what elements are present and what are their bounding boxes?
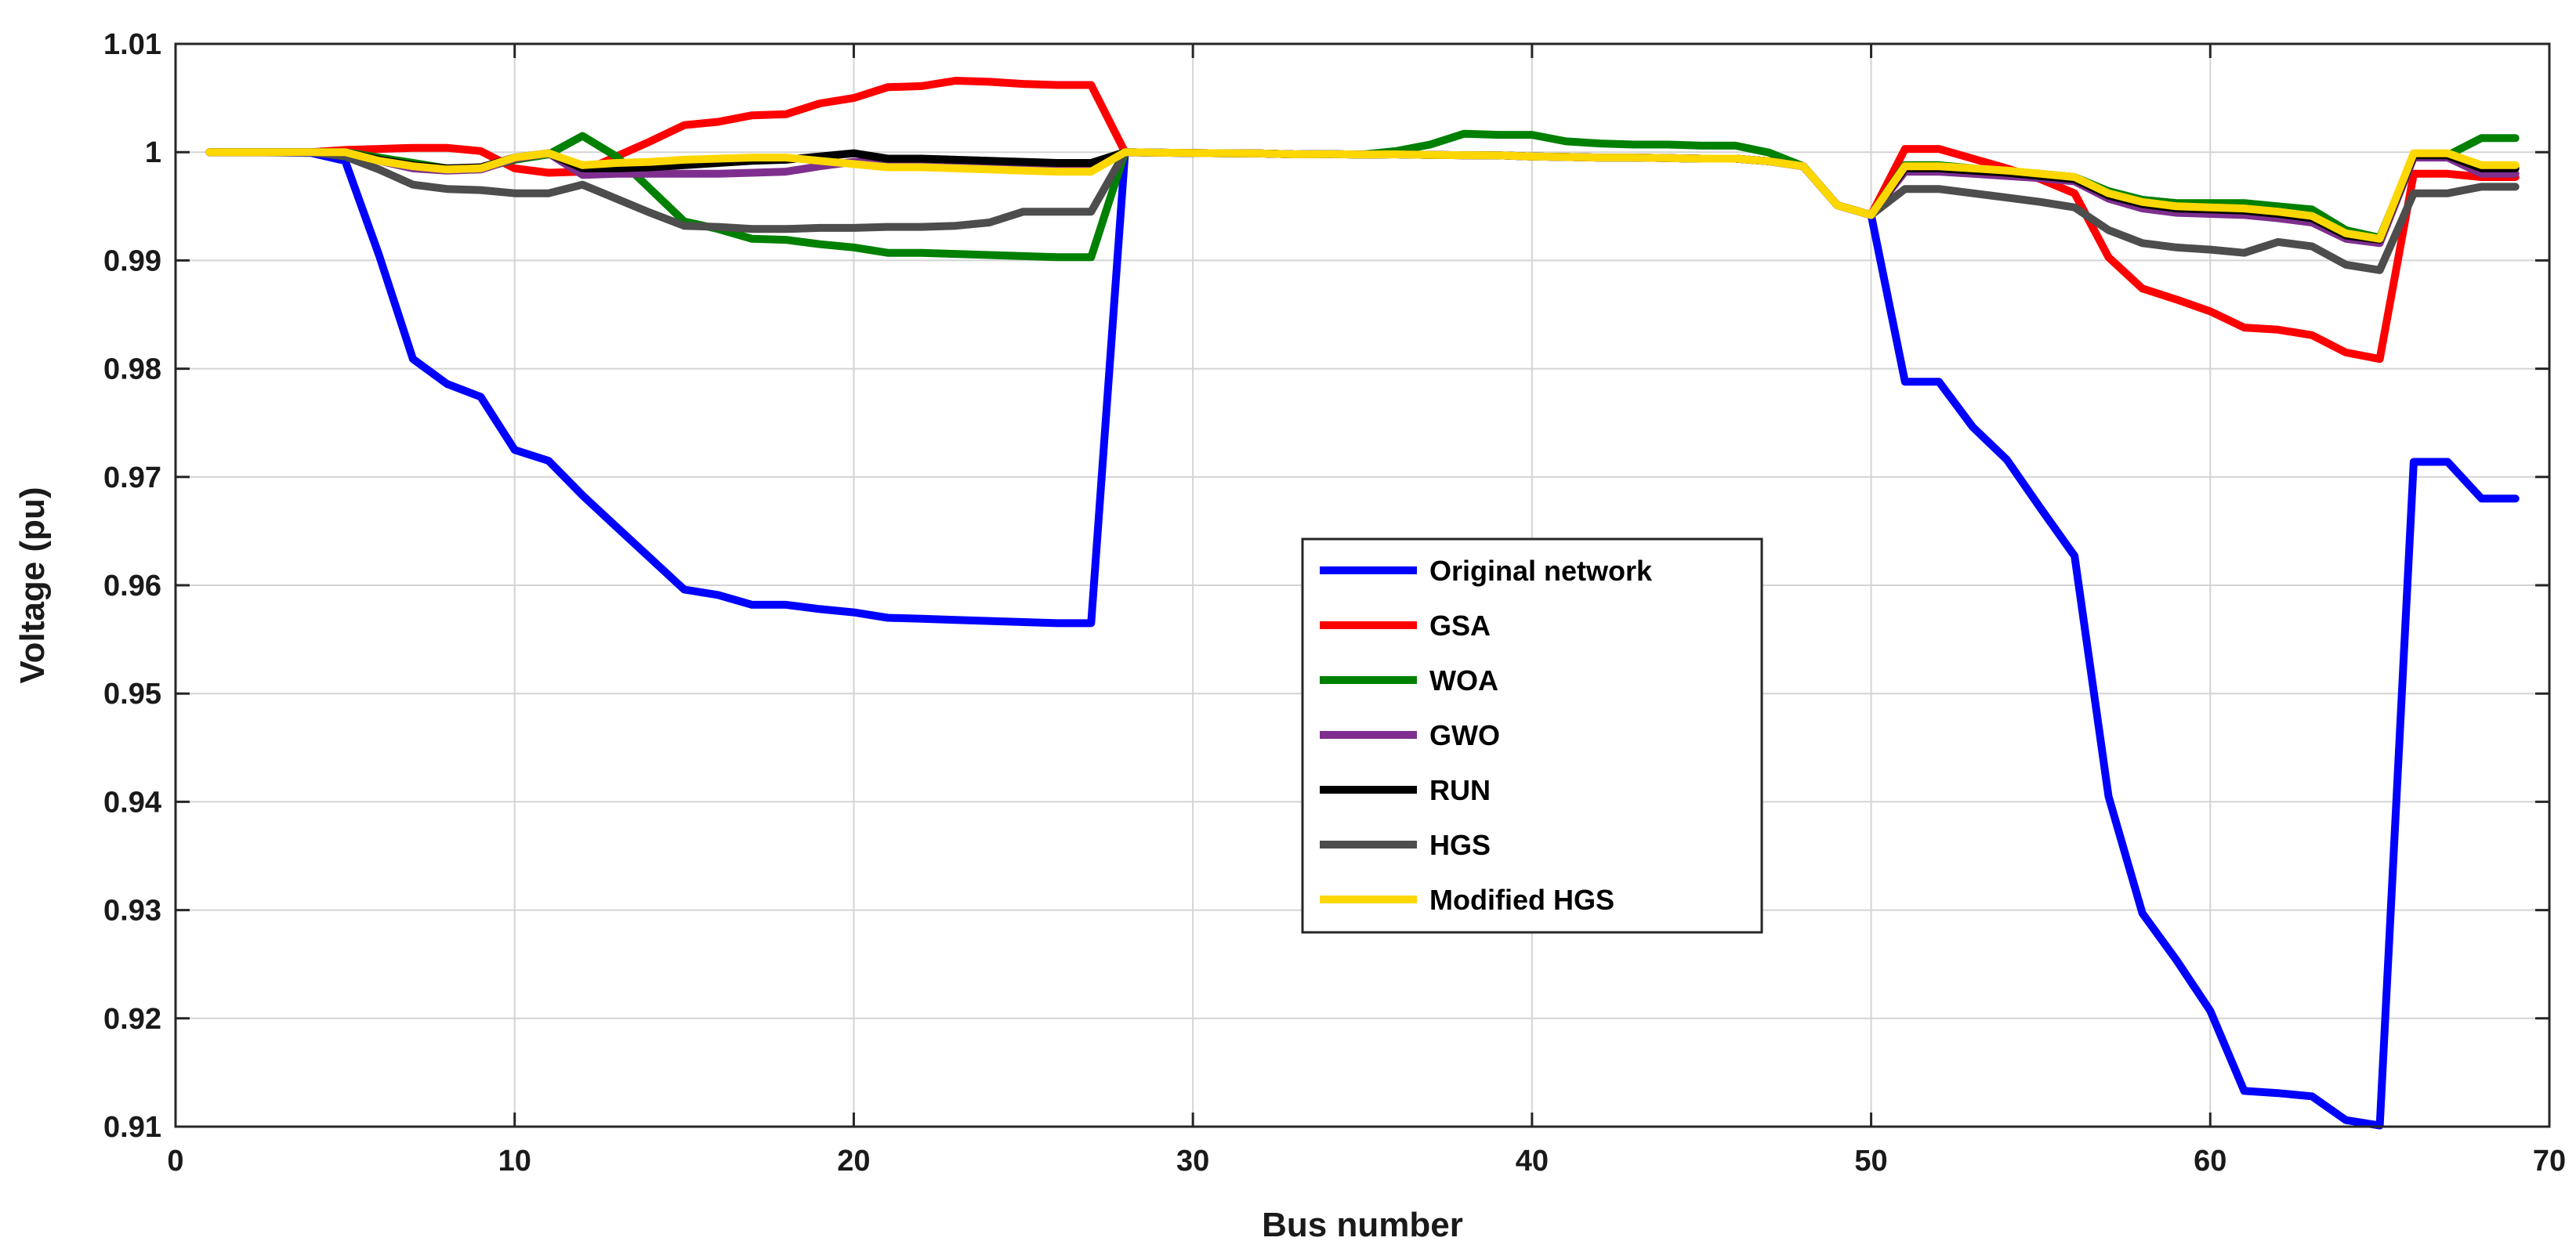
x-axis-ticks: 0 10 20 30 40 50 60 70	[167, 44, 2566, 1178]
x-tick-label: 60	[2194, 1145, 2226, 1178]
legend: Original network GSA WOA GWO RUN HGS Modified …	[1301, 537, 1763, 934]
y-tick-label: 0.92	[103, 1003, 161, 1036]
x-tick-label: 20	[837, 1145, 870, 1178]
series-line-modified-hgs	[205, 148, 2520, 243]
x-tick-label: 0	[167, 1145, 183, 1178]
y-axis-title: Voltage (pu)	[13, 487, 52, 684]
y-tick-label: 0.93	[103, 895, 161, 928]
y-tick-label: 1.01	[103, 28, 161, 61]
y-tick-label: 0.95	[103, 678, 161, 711]
x-tick-label: 50	[1854, 1145, 1887, 1178]
legend-label: WOA	[1429, 664, 1498, 697]
legend-label: HGS	[1429, 829, 1491, 861]
legend-label: Modified HGS	[1429, 884, 1614, 916]
y-tick-label: 0.97	[103, 461, 161, 494]
x-tick-label: 70	[2533, 1145, 2566, 1178]
x-axis-title: Bus number	[1262, 1206, 1463, 1244]
y-axis-ticks: 0.91 0.92 0.93 0.94 0.95 0.96 0.97 0.98 0.99 1 1.0…	[103, 28, 2549, 1144]
y-tick-label: 0.98	[103, 353, 161, 386]
x-tick-label: 30	[1176, 1145, 1209, 1178]
legend-label: GWO	[1429, 719, 1500, 751]
legend-label: GSA	[1429, 610, 1491, 642]
legend-label: Original network	[1429, 555, 1653, 587]
y-tick-label: 0.99	[103, 244, 161, 277]
y-tick-label: 0.96	[103, 570, 161, 602]
y-tick-label: 0.94	[103, 786, 161, 819]
x-tick-label: 10	[498, 1145, 531, 1178]
y-tick-label: 0.91	[103, 1111, 161, 1144]
x-tick-label: 40	[1516, 1145, 1549, 1178]
y-tick-label: 1	[145, 136, 161, 169]
legend-label: RUN	[1429, 774, 1491, 806]
plot-series	[205, 77, 2520, 1130]
